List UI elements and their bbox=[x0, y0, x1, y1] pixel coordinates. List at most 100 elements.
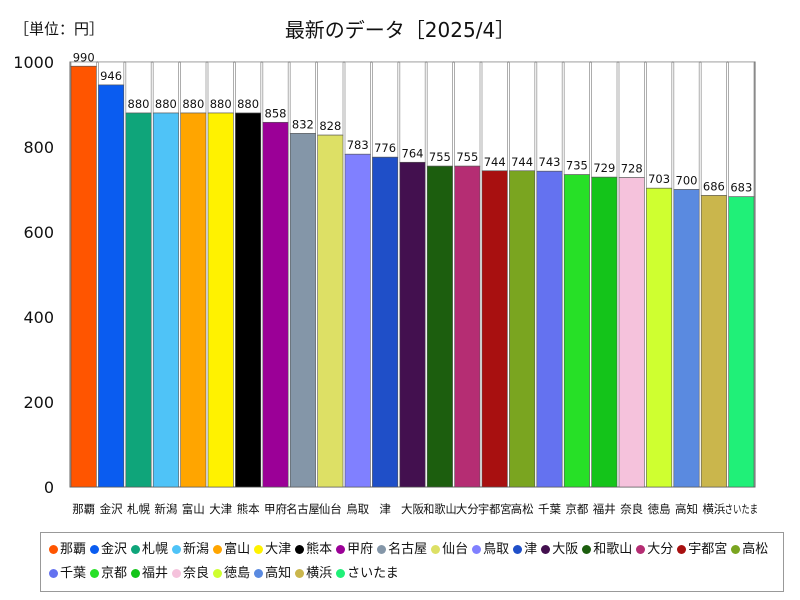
legend-swatch bbox=[172, 569, 182, 578]
chart-labels: 990 那覇 946 金沢 880 札幌 880 新潟 880 富山 880 大津 880 熊本 858 甲府… bbox=[72, 50, 758, 516]
legend-swatch bbox=[582, 545, 592, 554]
bar-徳島 bbox=[646, 187, 673, 488]
legend-swatch bbox=[677, 545, 687, 554]
x-tick-label: 和歌山 bbox=[423, 502, 456, 516]
data-label: 744 bbox=[511, 155, 533, 169]
legend-label: 鳥取 bbox=[483, 542, 510, 557]
data-label: 880 bbox=[182, 97, 204, 111]
legend-label: 甲府 bbox=[347, 542, 374, 557]
bar-名古屋 bbox=[289, 133, 316, 488]
data-label: 744 bbox=[484, 155, 506, 169]
bar-高松 bbox=[509, 170, 536, 488]
legend-label: 仙台 bbox=[442, 542, 469, 557]
bar-background bbox=[152, 61, 179, 114]
legend-swatch bbox=[254, 569, 264, 578]
legend-item: 那覇 bbox=[49, 538, 86, 562]
data-label: 764 bbox=[402, 146, 424, 160]
legend-swatch bbox=[295, 545, 305, 554]
legend-label: 大分 bbox=[647, 542, 674, 557]
bar-札幌 bbox=[125, 112, 152, 488]
legend-swatch bbox=[213, 545, 223, 554]
bar-background bbox=[591, 61, 618, 178]
x-tick-label: 京都 bbox=[565, 502, 588, 516]
legend-swatch bbox=[49, 545, 58, 554]
legend-swatch bbox=[131, 545, 141, 554]
legend-swatch bbox=[472, 545, 482, 554]
legend-label: 奈良 bbox=[183, 566, 210, 581]
legend-item: 徳島 bbox=[213, 562, 250, 586]
legend-label: 京都 bbox=[101, 566, 128, 581]
legend-item: 千葉 bbox=[49, 562, 86, 586]
data-label: 683 bbox=[730, 181, 752, 195]
legend-label: 高知 bbox=[265, 566, 292, 581]
bar-富山 bbox=[180, 112, 207, 488]
data-label: 729 bbox=[593, 161, 615, 175]
x-tick-label: 那覇 bbox=[72, 502, 95, 516]
legend-item: さいたま bbox=[336, 562, 399, 586]
data-label: 990 bbox=[73, 50, 95, 64]
legend-swatch bbox=[431, 545, 441, 554]
bar-background bbox=[344, 61, 371, 155]
legend-label: 和歌山 bbox=[593, 542, 633, 557]
legend-item: 金沢 bbox=[90, 538, 127, 562]
x-tick-label: 高松 bbox=[511, 502, 534, 516]
bar-和歌山 bbox=[426, 165, 453, 488]
legend-item: 大津 bbox=[254, 538, 291, 562]
data-label: 880 bbox=[237, 97, 259, 111]
data-label: 743 bbox=[539, 155, 561, 169]
data-label: 755 bbox=[429, 150, 451, 164]
bar-chart: 0 200 400 600 800 1000 990 那覇 946 金沢 880 札幌 880 新潟 88… bbox=[13, 50, 758, 516]
legend-item: 富山 bbox=[213, 538, 250, 562]
legend-item: 仙台 bbox=[431, 538, 468, 562]
legend-item: 大阪 bbox=[541, 538, 578, 562]
bar-background bbox=[563, 61, 591, 176]
legend-item: 和歌山 bbox=[582, 538, 632, 562]
legend-swatch bbox=[90, 545, 100, 554]
legend-label: 名古屋 bbox=[388, 542, 428, 557]
x-tick-label: 徳島 bbox=[648, 502, 671, 516]
legend-label: 大津 bbox=[265, 542, 292, 557]
x-tick-label: 高知 bbox=[675, 502, 698, 516]
legend-swatch bbox=[636, 545, 646, 554]
legend-label: 横浜 bbox=[306, 566, 333, 581]
legend-swatch bbox=[295, 569, 305, 578]
legend-swatch bbox=[49, 569, 58, 578]
x-tick-label: 大津 bbox=[209, 502, 232, 516]
data-label: 880 bbox=[155, 97, 177, 111]
x-tick-label: 仙台 bbox=[319, 502, 342, 516]
legend-swatch bbox=[336, 545, 346, 554]
legend-label: 津 bbox=[524, 542, 538, 557]
data-label: 880 bbox=[128, 97, 150, 111]
legend-item: 横浜 bbox=[295, 562, 332, 586]
legend-swatch bbox=[513, 545, 523, 554]
chart-legend: 那覇 金沢 札幌 新潟 富山 大津 熊本 甲府 名古屋 仙台 鳥取津大阪 和歌山 大分 宇都宮 高松千葉 京都… bbox=[40, 532, 784, 592]
legend-label: 熊本 bbox=[306, 542, 333, 557]
bar-さいたま bbox=[728, 196, 755, 488]
data-label: 946 bbox=[100, 69, 122, 83]
y-tick-label: 400 bbox=[23, 308, 54, 327]
bar-background bbox=[317, 61, 344, 136]
x-tick-label: 津 bbox=[379, 502, 391, 516]
x-tick-label: 大阪 bbox=[401, 502, 424, 516]
bar-background bbox=[454, 61, 481, 167]
bar-background bbox=[481, 61, 508, 172]
x-tick-label: 福井 bbox=[593, 502, 616, 516]
legend-swatch bbox=[90, 569, 100, 578]
legend-item: 熊本 bbox=[295, 538, 332, 562]
bar-background bbox=[646, 61, 673, 189]
legend-item: 福井 bbox=[131, 562, 168, 586]
bar-新潟 bbox=[152, 112, 179, 488]
legend-item: 鳥取 bbox=[472, 538, 509, 562]
legend-swatch bbox=[254, 545, 264, 554]
y-tick-label: 200 bbox=[23, 393, 54, 412]
data-label: 755 bbox=[456, 150, 478, 164]
bar-background bbox=[180, 61, 207, 114]
legend-item: 高松 bbox=[731, 538, 768, 562]
bar-background bbox=[289, 61, 317, 134]
x-tick-label: 宇都宮 bbox=[478, 502, 511, 516]
bar-横浜 bbox=[700, 195, 727, 488]
data-label: 832 bbox=[292, 117, 314, 131]
legend-item: 名古屋 bbox=[377, 538, 427, 562]
legend-label: 富山 bbox=[224, 542, 251, 557]
unit-label: ［単位：円］ bbox=[14, 20, 105, 38]
